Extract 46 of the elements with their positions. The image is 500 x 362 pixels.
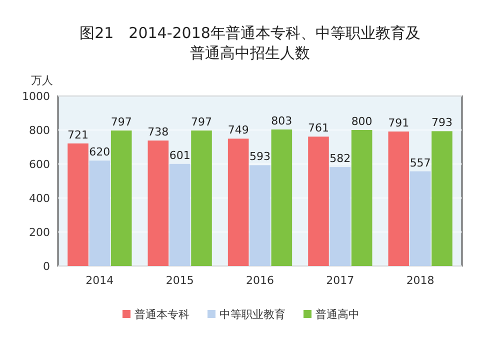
x-tick-label: 2014 bbox=[86, 274, 114, 287]
bar bbox=[388, 132, 410, 266]
x-tick-label: 2018 bbox=[406, 274, 434, 287]
data-label: 582 bbox=[330, 152, 351, 166]
bar bbox=[110, 130, 132, 266]
data-label: 721 bbox=[68, 128, 89, 142]
bar bbox=[410, 171, 431, 266]
bar bbox=[89, 160, 110, 266]
data-label: 620 bbox=[89, 146, 110, 159]
x-tick-label: 2015 bbox=[166, 274, 194, 287]
bar bbox=[432, 131, 452, 266]
y-tick-label: 1000 bbox=[22, 90, 50, 103]
data-label: 800 bbox=[351, 115, 372, 128]
bar bbox=[68, 143, 88, 266]
data-label: 761 bbox=[308, 122, 329, 135]
y-tick-label: 800 bbox=[29, 124, 50, 137]
data-label: 557 bbox=[410, 156, 431, 170]
y-axis-title: 万人 bbox=[31, 74, 53, 87]
legend-label: 普通高中 bbox=[316, 308, 360, 321]
data-label: 791 bbox=[388, 116, 410, 130]
data-label: 793 bbox=[431, 116, 452, 130]
data-label: 601 bbox=[169, 148, 190, 162]
bar bbox=[271, 129, 292, 266]
x-tick-label: 2017 bbox=[326, 274, 354, 287]
y-tick-label: 600 bbox=[29, 158, 50, 171]
data-label: 797 bbox=[191, 116, 212, 129]
y-tick-label: 0 bbox=[43, 260, 50, 273]
data-label: 803 bbox=[271, 114, 292, 128]
data-label: 738 bbox=[148, 126, 169, 139]
bar bbox=[169, 164, 190, 266]
data-label: 749 bbox=[228, 124, 249, 137]
data-label: 593 bbox=[250, 150, 270, 164]
bar bbox=[351, 130, 372, 266]
chart-title: 图21 2014-2018年普通本专科、中等职业教育及普通高中招生人数 bbox=[80, 24, 420, 62]
bar bbox=[191, 130, 212, 266]
legend-label: 中等职业教育 bbox=[220, 308, 286, 321]
bar bbox=[148, 140, 169, 266]
bar bbox=[250, 165, 270, 266]
data-label: 797 bbox=[110, 116, 132, 129]
y-tick-label: 200 bbox=[29, 226, 50, 239]
legend-label: 普通本专科 bbox=[134, 308, 190, 321]
x-tick-label: 2016 bbox=[246, 274, 274, 287]
y-tick-label: 400 bbox=[29, 192, 50, 205]
bar bbox=[228, 138, 249, 266]
bar bbox=[330, 167, 351, 266]
bar bbox=[308, 136, 329, 266]
